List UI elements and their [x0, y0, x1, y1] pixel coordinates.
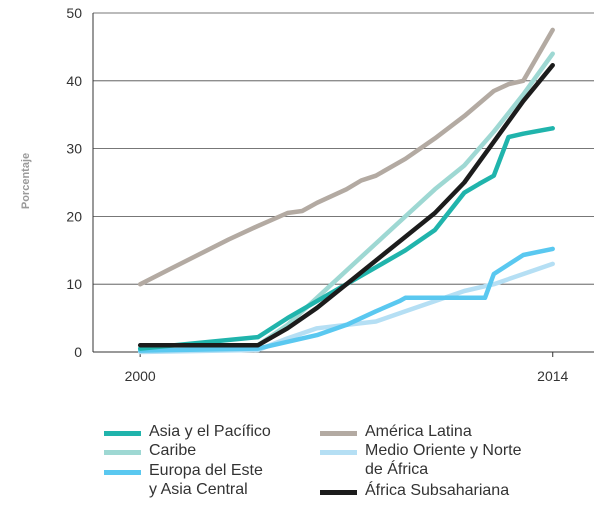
y-tick-label-20: 20	[66, 208, 82, 224]
grid-lines	[93, 12, 594, 285]
axes: 0 10 20 30 40 50 2000 2014	[66, 5, 594, 384]
series-line-asia-y-el-pacifico	[137, 126, 555, 351]
series-line-europa-del-este-y-asia-central	[137, 246, 555, 353]
series-line-america-latina	[137, 27, 555, 287]
y-tick-label-40: 40	[66, 73, 82, 89]
series-line-medio-oriente-y-norte-de-africa	[137, 261, 555, 355]
series-line-africa-subsahariana	[137, 62, 555, 348]
x-tick-label-2014: 2014	[537, 368, 568, 384]
y-tick-label-30: 30	[66, 141, 82, 157]
y-tick-label-50: 50	[66, 5, 82, 21]
y-tick-label-0: 0	[74, 344, 82, 360]
y-axis-label: Porcentaje	[20, 153, 32, 209]
y-tick-label-10: 10	[66, 276, 82, 292]
series-line-caribe	[137, 51, 555, 353]
x-tick-label-2000: 2000	[125, 368, 156, 384]
series-lines	[137, 27, 555, 355]
